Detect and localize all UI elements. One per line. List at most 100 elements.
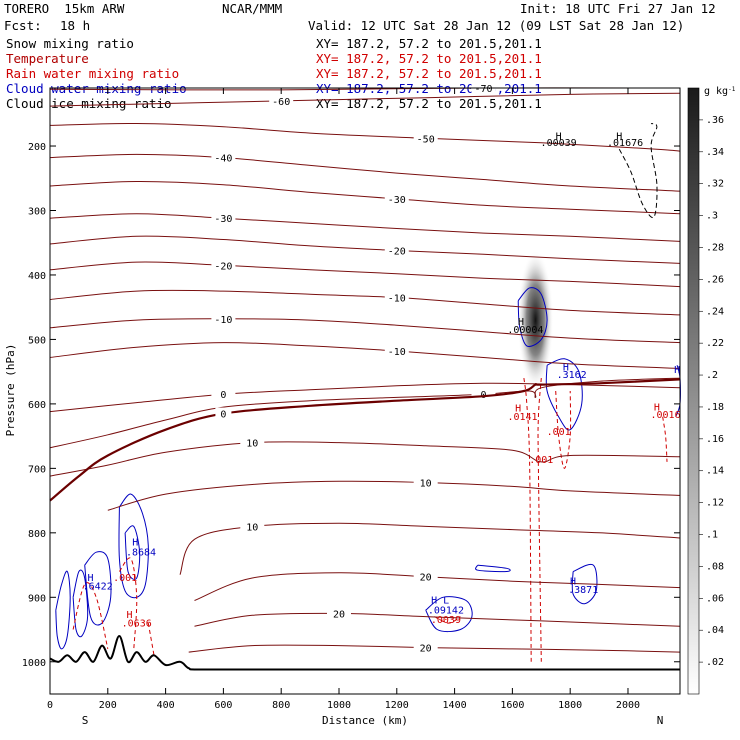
isotherm-label-bg [413, 570, 438, 582]
contour-annotation: H [563, 362, 569, 373]
rain-water-contour [523, 378, 532, 662]
cloud-water-contour [517, 287, 548, 347]
header-center: NCAR/MMM [222, 1, 283, 16]
x-tick-label: 400 [157, 700, 175, 711]
terrain-line [49, 634, 680, 671]
isotherm-line [49, 180, 681, 215]
contour-annotation: H [515, 404, 521, 415]
isotherm-label-bg [384, 244, 409, 256]
contour-annotation: H [87, 573, 93, 584]
cloud-water-contour [124, 525, 141, 580]
isotherm-label: -30 [214, 214, 232, 225]
contour-annotation: .09142 [428, 605, 464, 616]
colorbar-tick-label: .36 [706, 115, 724, 126]
contour-annotation: H [616, 132, 622, 143]
header-fcst-label: Fcst: [4, 18, 42, 33]
rain-water-contour [537, 378, 542, 662]
x-tick-label: 800 [272, 700, 290, 711]
isotherm-label: -30 [388, 195, 406, 206]
colorbar-tick-label: .14 [706, 466, 724, 477]
contour-annotation: H [556, 132, 562, 143]
contour-annotation: H L [431, 596, 449, 607]
isotherm-line [194, 612, 681, 627]
rain-water-contour [662, 416, 668, 462]
freezing-level-label-bg [215, 407, 232, 419]
contour-annotation: H [126, 610, 132, 621]
contour-annotation: .001 [113, 573, 137, 584]
freezing-level-line [49, 378, 681, 502]
isotherm-line [49, 92, 681, 107]
x-tick-label: 0 [47, 700, 53, 711]
north-label: N [657, 714, 664, 727]
colorbar-tick-label: .04 [706, 625, 724, 636]
legend-xy-0: XY= 187.2, 57.2 to 201.5,201.1 [316, 36, 542, 51]
isotherm-line [49, 235, 681, 264]
colorbar-tick-label: .16 [706, 434, 724, 445]
y-tick-label: 1000 [22, 658, 46, 669]
isotherm-label-bg [384, 291, 409, 303]
x-tick-label: 1600 [500, 700, 524, 711]
isotherm-label: -20 [388, 246, 406, 257]
header-init: Init: 18 UTC Fri 27 Jan 12 [520, 1, 716, 16]
isotherm-label-bg [326, 607, 351, 619]
x-tick-label: 200 [99, 700, 117, 711]
x-tick-label: 2000 [616, 700, 640, 711]
contour-annotation: .0039 [431, 615, 461, 626]
contour-annotation: .00004 [507, 325, 543, 336]
y-tick-label: 700 [28, 464, 46, 475]
colorbar-tick-label: .1 [706, 530, 718, 541]
rain-water-contour [72, 582, 109, 650]
colorbar-unit-text: g kg [704, 86, 728, 97]
isotherm-line [107, 480, 681, 511]
isotherm-line [49, 318, 681, 344]
x-tick-label: 1800 [558, 700, 582, 711]
plot-frame [49, 87, 681, 695]
colorbar-tick-label: .26 [706, 274, 724, 285]
contour-annotation: .3162 [557, 370, 587, 381]
colorbar-unit-exp: -1 [728, 86, 736, 93]
isotherm-label-bg [384, 345, 409, 357]
isotherm-label: 10 [420, 479, 432, 490]
y-tick-label: 800 [28, 529, 46, 540]
freezing-level-label: 0 [220, 410, 226, 421]
y-tick-label: 400 [28, 271, 46, 282]
legend-name-2: Rain water mixing ratio [6, 66, 180, 81]
contour-annotation: .8684 [126, 547, 156, 558]
colorbar [687, 87, 700, 695]
isotherm-line [49, 289, 681, 316]
colorbar-tick-label: .22 [706, 338, 724, 349]
contour-annotation: .6422 [83, 582, 113, 593]
colorbar-tick-label: .24 [706, 306, 724, 317]
contour-annotation: H [570, 576, 576, 587]
isotherm-line [49, 261, 681, 288]
contour-annotation: .00039 [541, 138, 577, 149]
isotherm-label: 20 [420, 644, 432, 655]
isotherm-label-bg [413, 641, 438, 653]
rain-water-contour [118, 557, 138, 649]
cloud-water-contour [84, 551, 112, 626]
colorbar-tick-label: .08 [706, 561, 724, 572]
legend-xy-1: XY= 187.2, 57.2 to 201.5,201.1 [316, 51, 542, 66]
rain-water-contour [147, 623, 155, 656]
colorbar-tick-label: .2 [706, 370, 718, 381]
header-valid: Valid: 12 UTC Sat 28 Jan 12 (09 LST Sat … [308, 18, 685, 33]
isotherm-line [49, 153, 681, 192]
cloud-water-contour [72, 569, 89, 638]
y-tick-label: 900 [28, 593, 46, 604]
south-label: S [82, 714, 89, 727]
cloud-water-contour [545, 358, 583, 431]
isotherm-line [49, 213, 681, 242]
cloud-water-contour [55, 570, 71, 650]
isotherm-line [49, 382, 681, 413]
rain-water-contour [434, 616, 461, 624]
isotherm-label: 20 [420, 573, 432, 584]
isotherm-label: 10 [246, 522, 258, 533]
isotherm-line [49, 122, 681, 152]
isotherm-label-bg [211, 212, 236, 224]
isotherm-label: -10 [214, 315, 232, 326]
isotherm-label-bg [413, 132, 438, 144]
isotherm-label-bg [240, 436, 265, 448]
y-tick-label: 300 [28, 206, 46, 217]
colorbar-tick-label: .06 [706, 593, 724, 604]
